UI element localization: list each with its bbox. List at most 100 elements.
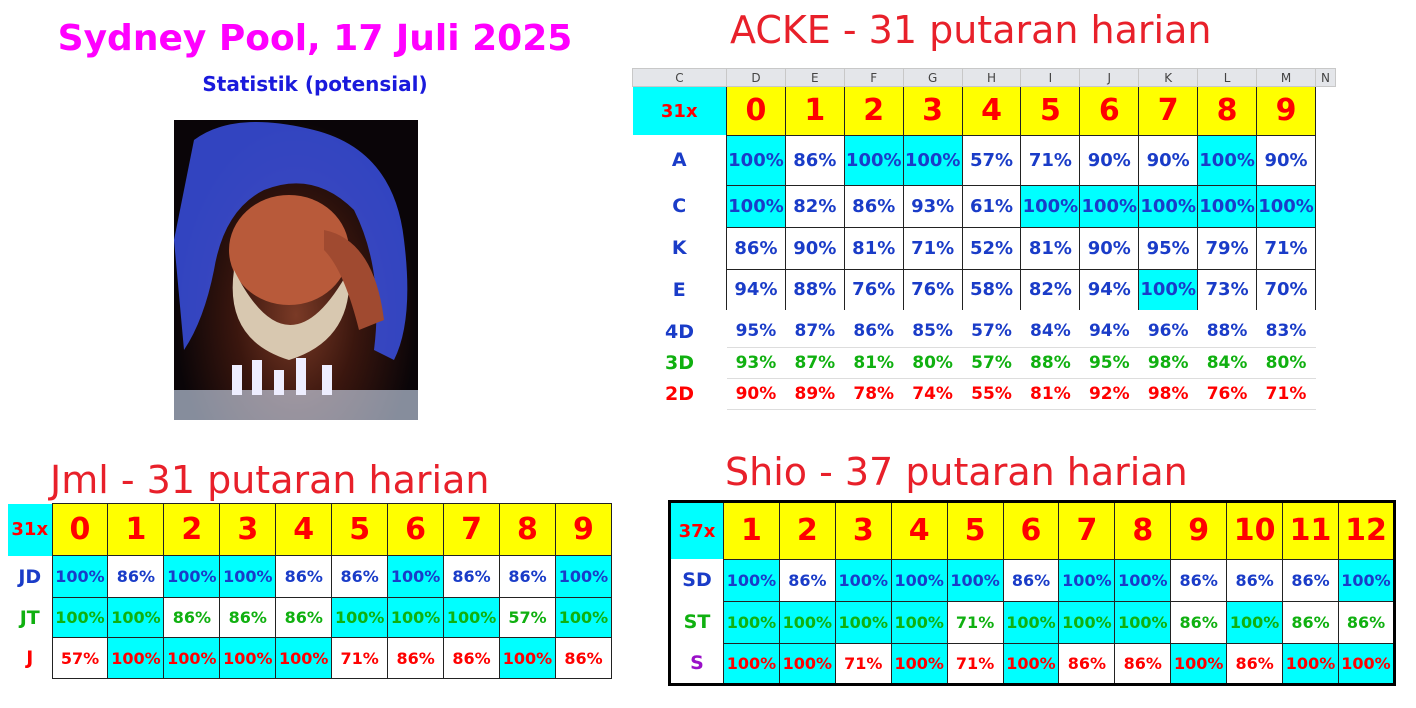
column-header: 8 [499,503,556,556]
percent-cell: 100% [778,642,836,685]
column-header: 1 [107,503,165,556]
sheet-column-header: J [1079,68,1140,87]
table-row: K 86% 90% 81% 71% 52% 81% 90% 95% 79% 71% [632,226,1336,270]
percent-cell: 71% [946,642,1004,685]
column-header: 3 [219,503,277,556]
percent-cell: 86% [554,637,613,679]
percent-cell: 86% [1282,600,1339,644]
table-row: 4D 95% 87% 86% 85% 57% 84% 94% 96% 88% 83% [632,313,1336,348]
empty-cell [1316,347,1336,378]
column-header: 2 [163,503,221,556]
percent-cell: 100% [1282,642,1339,685]
row-label: 2D [632,378,727,409]
percent-cell: 86% [443,555,500,598]
column-header: 6 [1002,501,1060,560]
percent-cell: 100% [778,600,836,644]
row-label: K [632,227,727,269]
percent-cell: 100% [890,600,948,644]
percent-cell: 79% [1197,226,1258,270]
percent-cell: 83% [1256,313,1316,348]
percent-cell: 100% [902,134,963,186]
percent-cell: 100% [1256,184,1316,228]
column-header: 6 [1079,86,1140,136]
table-row: A 100% 86% 100% 100% 57% 71% 90% 90% 100% 90% [632,134,1336,186]
percent-cell: 100% [834,558,892,602]
column-header: 9 [554,503,613,556]
percent-cell: 71% [1256,226,1316,270]
percent-cell: 100% [499,637,556,679]
percent-cell: 86% [219,597,277,638]
percent-cell: 100% [275,637,333,679]
percent-cell: 98% [1138,347,1198,379]
percent-cell: 81% [1020,378,1080,410]
table-row: J 57% 100% 100% 100% 100% 71% 86% 86% 100% 86% [8,637,613,679]
column-header: 9 [1256,86,1316,136]
percent-cell: 100% [1114,558,1172,602]
percent-cell: 100% [163,637,221,679]
percent-cell: 52% [961,226,1022,270]
column-header: 0 [726,86,786,136]
percent-cell: 100% [443,597,500,638]
column-header: 12 [1337,501,1396,560]
percent-cell: 57% [962,313,1021,348]
row-label: JD [8,555,52,598]
acke-table: C D E F G H I J K L M N 31x 0 1 2 3 4 5 6 7 8 9 A 100% 86% 100% 100… [632,68,1336,410]
percent-cell: 81% [844,347,904,379]
corner-label: 31x [632,86,727,135]
percent-cell: 100% [834,600,892,644]
percent-cell: 100% [1058,558,1116,602]
percent-cell: 88% [1197,313,1257,348]
table-row: ST 100% 100% 100% 100% 71% 100% 100% 100% 86% 100%… [669,600,1396,644]
table-row: 2D 90% 89% 78% 74% 55% 81% 92% 98% 76% 71% [632,378,1336,410]
percent-cell: 71% [1020,134,1081,186]
sheet-column-header: L [1197,68,1258,87]
percent-cell: 100% [219,555,277,598]
empty-cell [1316,87,1336,136]
percent-cell: 86% [1337,600,1396,644]
percent-cell: 100% [726,184,786,228]
percent-cell: 100% [1138,268,1199,314]
percent-cell: 93% [902,184,963,228]
percent-cell: 86% [163,597,221,638]
percent-cell: 94% [1079,313,1139,348]
percent-cell: 86% [1114,642,1172,685]
percent-cell: 100% [1337,558,1396,602]
wizard-image [174,120,418,420]
column-header: 8 [1114,501,1172,560]
column-header: 8 [1197,86,1258,136]
percent-cell: 81% [1020,226,1081,270]
percent-cell: 58% [961,268,1022,314]
empty-cell [1316,269,1336,313]
percent-cell: 71% [1256,378,1316,410]
percent-cell: 95% [726,313,786,348]
percent-cell: 80% [1256,347,1316,379]
percent-cell: 71% [946,600,1004,644]
percent-cell: 100% [1226,600,1284,644]
percent-cell: 86% [1170,600,1228,644]
percent-cell: 71% [902,226,963,270]
column-header: 4 [275,503,333,556]
column-header: 5 [1020,86,1081,136]
shio-heading: Shio - 37 putaran harian [725,450,1188,494]
percent-cell: 84% [1197,347,1257,379]
percent-cell: 86% [1002,558,1060,602]
column-header: 5 [946,501,1004,560]
column-header: 3 [834,501,892,560]
jml-heading: Jml - 31 putaran harian [50,458,490,502]
percent-cell: 71% [834,642,892,685]
row-label: 3D [632,347,727,378]
percent-cell: 88% [784,268,845,314]
percent-cell: 86% [443,637,500,679]
percent-cell: 100% [1002,642,1060,685]
row-label: JT [8,597,52,638]
percent-cell: 80% [903,347,963,379]
percent-cell: 86% [778,558,836,602]
percent-cell: 100% [1114,600,1172,644]
row-label: J [8,637,52,679]
row-label: C [632,185,727,227]
table-row: 3D 93% 87% 81% 80% 57% 88% 95% 98% 84% 80% [632,347,1336,379]
percent-cell: 100% [1197,184,1258,228]
column-header: 4 [890,501,948,560]
jml-table: 31x 0 1 2 3 4 5 6 7 8 9 JD 100% 86% 100% 100% 86% 86% 100%… [8,503,613,679]
